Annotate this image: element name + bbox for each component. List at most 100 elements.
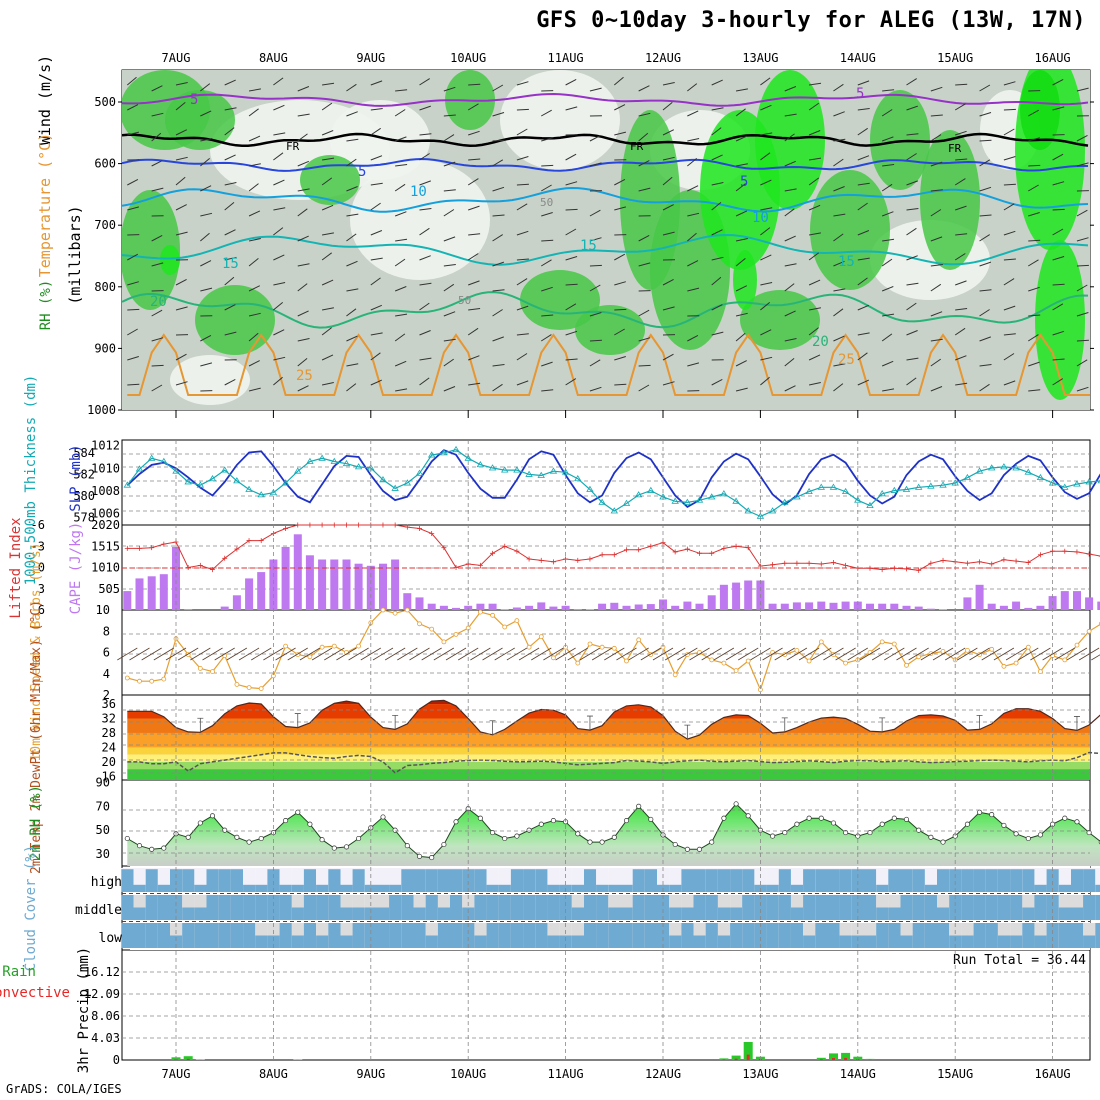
cloud-cell [997, 935, 1011, 948]
cloud-cell [316, 884, 329, 892]
wind-barb [127, 104, 139, 111]
rh-point [283, 818, 289, 824]
cape-bar [293, 534, 302, 610]
wind-barb [251, 647, 272, 661]
cloud-cell [803, 935, 816, 948]
wind-barb [175, 102, 186, 111]
cloud-cell [170, 935, 183, 948]
wind-barb [784, 208, 795, 217]
cloud-cell [632, 869, 645, 892]
cloud-cell [230, 923, 244, 948]
wind-barb [321, 327, 332, 336]
wind-barb [492, 234, 503, 242]
wind-barb [275, 647, 296, 661]
rh-point [611, 834, 617, 840]
wind-barb [370, 304, 382, 311]
wind-barb [202, 647, 223, 661]
wind-barb [297, 385, 309, 392]
thickness-point [501, 466, 509, 473]
pressure-tick-label: 600 [94, 157, 116, 171]
precip-bar [731, 1055, 741, 1060]
cloud-cell [267, 935, 280, 948]
thickness-point [695, 496, 704, 503]
thickness-point [196, 481, 205, 488]
precip-convective-bar [722, 1059, 726, 1060]
wind-barb [346, 308, 357, 317]
cloud-cell [133, 884, 146, 892]
wind-barb [881, 183, 893, 192]
wind-barb [760, 254, 772, 261]
day-label-bottom: 7AUG [162, 1067, 191, 1081]
precip-convective-bar [734, 1058, 738, 1060]
temp-minmax [781, 717, 788, 732]
cloud-cell [279, 923, 292, 948]
cape-bar [610, 602, 619, 610]
precip-bar [183, 1056, 193, 1060]
wind-barb [492, 139, 505, 142]
chart-title: GFS 0~10day 3-hourly for ALEG (13W, 17N) [536, 8, 1086, 33]
wind-barb [248, 108, 259, 117]
cloud-cell [401, 895, 414, 920]
wind-barb [224, 154, 236, 161]
wind-barb [1028, 361, 1040, 367]
wind-barb [591, 647, 613, 661]
wind-barb [1052, 358, 1065, 361]
thickness-point [160, 457, 168, 464]
wind-barb [468, 308, 481, 311]
wind-barb [1027, 334, 1039, 342]
cape-bar [549, 606, 558, 610]
wind-barb [833, 335, 845, 342]
cloud-cell [596, 923, 609, 948]
wind-barb [979, 309, 990, 317]
temp-minmax [976, 714, 983, 730]
wind-barb [809, 157, 822, 161]
wind-barb [492, 186, 505, 192]
wind-barb [175, 381, 188, 386]
cloud-cell [450, 923, 463, 948]
li-tick-label: 6 [38, 603, 45, 617]
wind-barb [857, 155, 870, 161]
cape-bar [841, 601, 850, 610]
wind-barb [955, 83, 968, 86]
rh-moist-area [870, 90, 930, 190]
wind-barb [394, 258, 406, 267]
tick-label: 6 [103, 646, 110, 660]
wind-barb [725, 647, 747, 661]
wind-barb [297, 358, 308, 367]
wind-barb [589, 359, 601, 367]
cloud-level-label: high [91, 875, 122, 890]
tick-label: 90 [96, 775, 110, 789]
contour-label: 20 [812, 334, 829, 350]
cape-bar [147, 576, 156, 610]
tick-label: 582 [73, 467, 95, 481]
wind-barb [541, 137, 553, 142]
wind-barb [565, 78, 577, 86]
wind-barb [955, 280, 967, 286]
cloud-cell [1034, 935, 1047, 948]
wind-barb [1052, 181, 1065, 186]
cloud-cell [474, 895, 487, 920]
wind-barb [141, 647, 162, 661]
cloud-cell [425, 935, 438, 948]
rh-point [721, 815, 727, 821]
wind-barb [735, 238, 748, 242]
contour-label: 25 [838, 352, 855, 368]
wind-barb [1003, 353, 1015, 361]
wind-barb [419, 153, 430, 161]
wind-barb [784, 358, 795, 367]
cloud-cell [474, 869, 487, 892]
tick-label: 10 [96, 603, 110, 617]
wind-barb [1003, 203, 1015, 211]
wind-barb [565, 181, 578, 186]
cloud-cell [1071, 907, 1084, 920]
wind-barb [543, 647, 564, 661]
wind-barb [516, 258, 529, 261]
thickness-point [988, 464, 996, 471]
wind-barb [809, 307, 821, 311]
wind-barb [492, 214, 505, 217]
cape-bar [342, 559, 351, 610]
cloud-cell [778, 895, 791, 920]
wind-barb [297, 188, 310, 192]
cloud-cell [352, 923, 365, 948]
temp-band [127, 700, 1090, 705]
